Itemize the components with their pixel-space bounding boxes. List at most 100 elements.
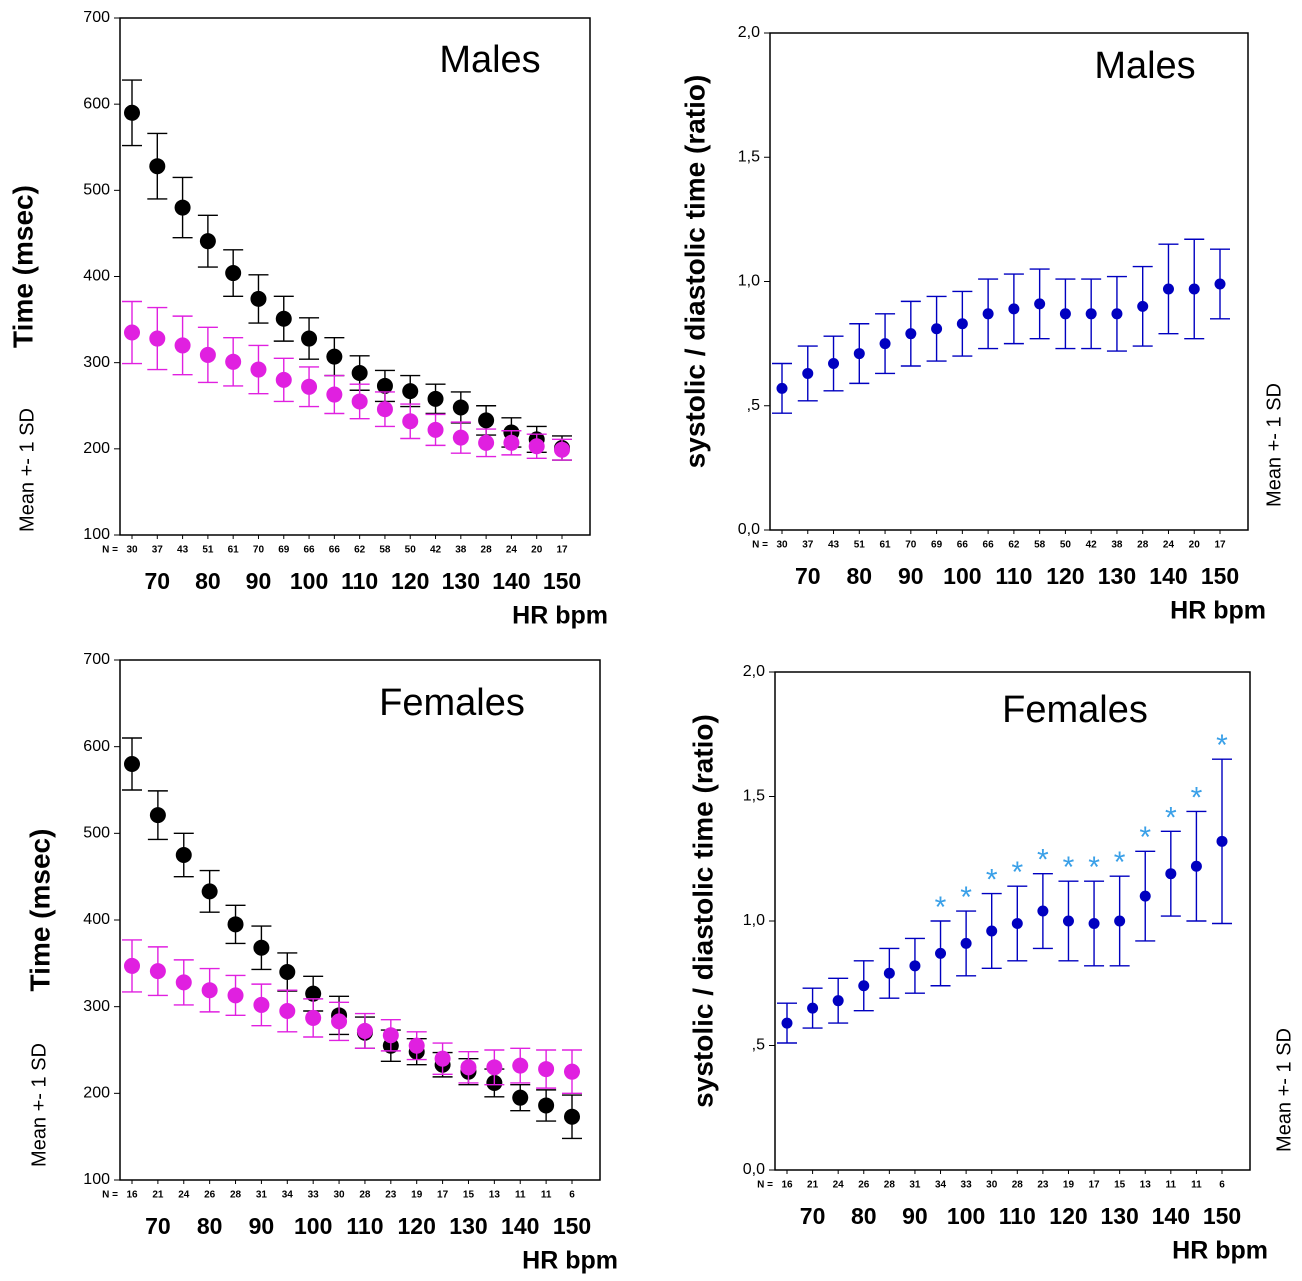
data-point [174,199,191,216]
n-value: 24 [833,1180,845,1191]
n-value: 15 [1114,1180,1126,1191]
data-point [1111,308,1123,320]
data-point [175,847,192,863]
n-value: 17 [1214,540,1226,551]
data-point [331,1013,348,1030]
hr-label: 110 [341,568,378,594]
hr-label: 150 [1201,563,1239,589]
y-axis-label: systolic / diastolic time (ratio) [687,714,718,1108]
data-point [305,985,322,1002]
hr-label: 70 [800,1203,826,1229]
data-point [960,937,972,949]
x-axis-label: HR bpm [1172,1237,1268,1265]
n-value: 42 [1086,540,1098,551]
n-value: 24 [1163,540,1175,551]
data-point [253,939,270,956]
data-point [326,386,343,403]
data-point [175,974,192,991]
n-value: 70 [253,545,265,556]
data-point [199,233,216,250]
n-value: 24 [178,1190,190,1201]
n-value: 19 [1063,1180,1075,1191]
panel-title: Females [1002,689,1148,731]
y-tick-label: 2,0 [738,24,760,41]
y-tick-label: ,5 [747,397,760,414]
y-tick-label: 200 [83,1085,110,1102]
y-tick-label: 500 [83,182,110,199]
n-value: 37 [152,545,164,556]
significance-marker: * [1063,851,1075,884]
y-tick-label: 300 [83,998,110,1015]
data-point [305,1009,322,1026]
data-point [427,390,444,407]
n-value: 16 [126,1190,138,1201]
data-point [279,964,296,980]
n-value: 31 [909,1180,921,1191]
data-point [1188,283,1200,295]
data-point [201,883,218,900]
y-tick-label: 1,5 [738,148,760,165]
n-value: 66 [303,545,315,556]
n-value: 69 [278,545,290,556]
y-tick-label: 400 [83,268,110,285]
y-tick-label: 1,0 [743,912,765,929]
data-point [351,393,368,410]
side-label: Mean +- 1 SD [28,1043,50,1167]
n-value: 6 [569,1190,575,1201]
y-tick-label: 0,0 [738,521,760,538]
data-point [879,338,891,350]
hr-label: 140 [1149,563,1187,589]
significance-marker: * [986,864,998,897]
data-point [1037,905,1049,917]
y-axis-label: Time (msec) [24,829,55,992]
data-point [376,377,393,394]
data-point [174,337,191,354]
data-point [1190,860,1202,872]
data-point [301,330,318,347]
n-value: 30 [333,1190,345,1201]
n-value: 61 [879,540,891,551]
y-tick-label: 200 [83,440,110,457]
significance-marker: * [935,891,947,924]
data-point [538,1061,555,1078]
panel-title: Males [1094,45,1195,87]
significance-marker: * [1165,801,1177,834]
significance-marker: * [1011,856,1023,889]
hr-label: 140 [492,568,530,594]
data-point [1214,278,1226,290]
n-value: 50 [405,545,417,556]
data-point [1216,835,1228,847]
hr-label: 120 [391,568,429,594]
data-point [1162,283,1174,295]
n-value: 11 [1191,1180,1202,1191]
hr-label: 70 [144,568,170,594]
data-point [956,318,968,330]
plot-frame [119,659,601,1181]
n-value: 13 [489,1190,501,1201]
n-value: 51 [202,545,214,556]
n-value: 69 [931,540,943,551]
n-value: 26 [858,1180,870,1191]
n-value: 23 [385,1190,397,1201]
n-label: N = [757,1180,773,1191]
x-axis-label: HR bpm [1170,597,1266,625]
hr-label: 80 [846,563,872,589]
hr-label: 110 [995,563,1032,589]
y-tick-label: 100 [83,526,110,543]
y-tick-label: 100 [83,1171,110,1188]
data-point [1034,298,1046,310]
data-point [1008,303,1020,315]
hr-label: 140 [501,1213,539,1239]
data-point [1114,915,1126,927]
n-value: 66 [983,540,995,551]
n-value: 34 [935,1180,947,1191]
n-value: 37 [802,540,814,551]
hr-label: 130 [442,568,480,594]
n-value: 50 [1060,540,1072,551]
n-value: 24 [506,545,518,556]
hr-label: 110 [999,1203,1036,1229]
n-label: N = [102,545,118,556]
data-point [528,438,545,455]
n-value: 33 [308,1190,320,1201]
